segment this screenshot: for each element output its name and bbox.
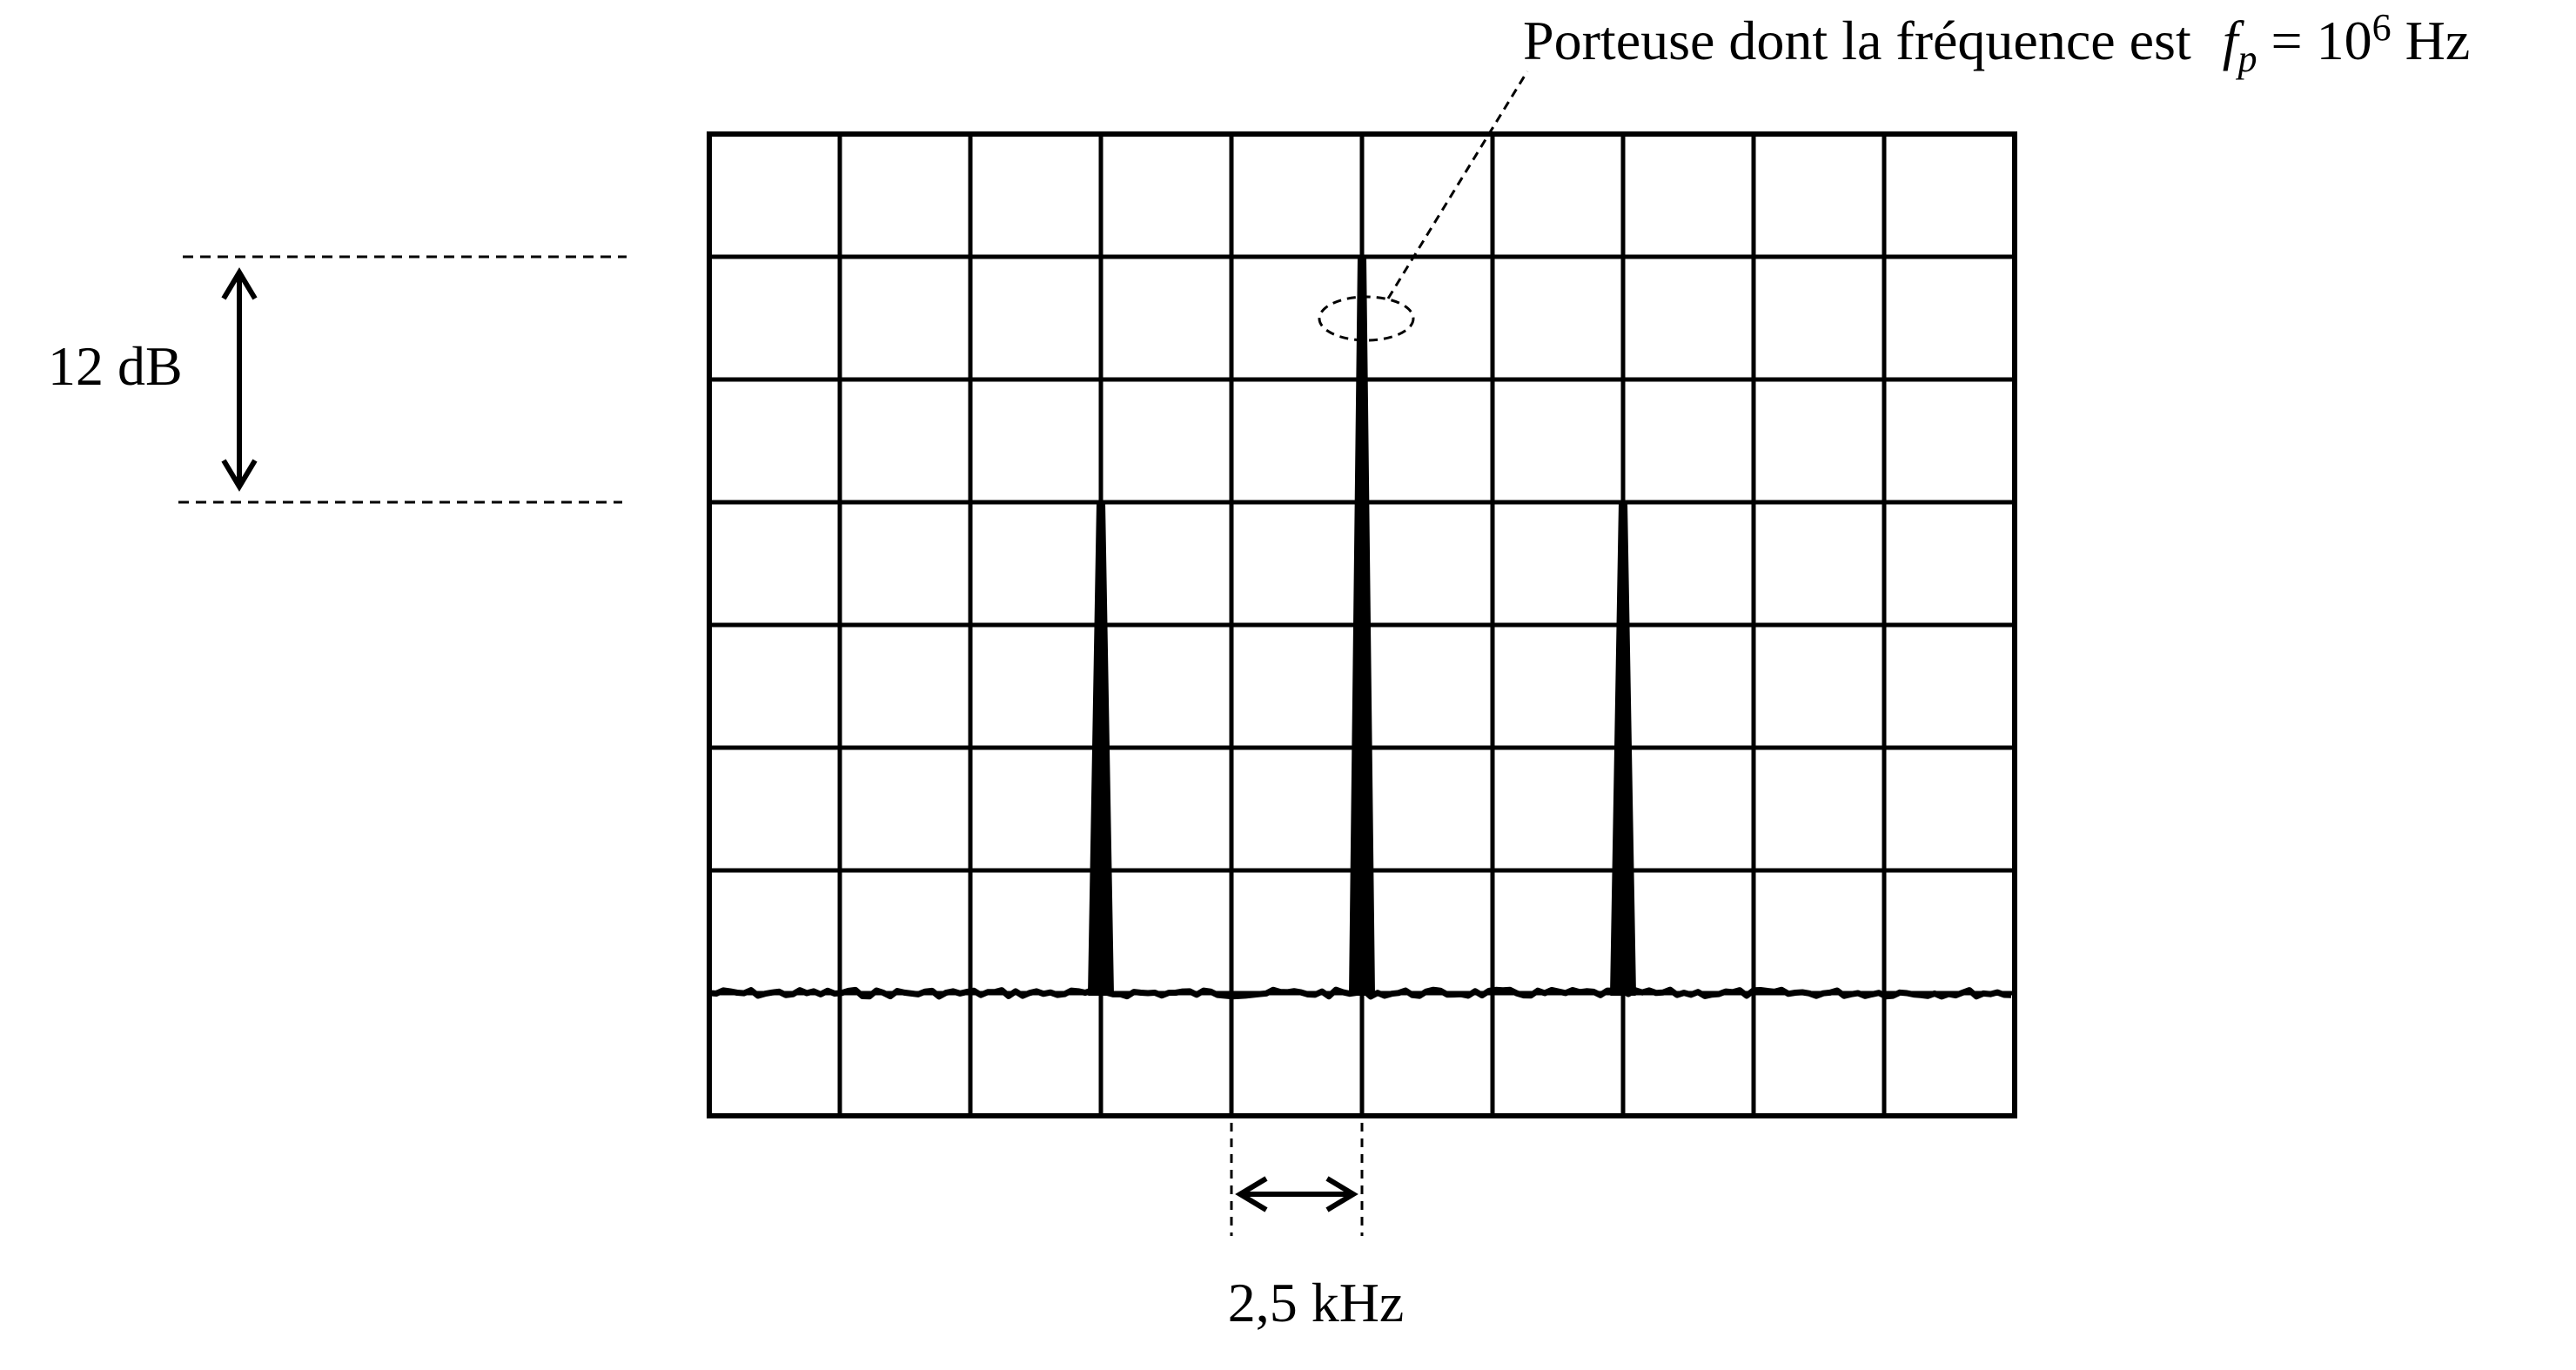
carrier-unit: Hz (2392, 10, 2471, 71)
spectrum-peaks (1088, 256, 1636, 996)
db-arrow-head-top (221, 267, 258, 300)
db-arrow-head-bottom (221, 459, 258, 492)
carrier-label: Porteuse dont la fréquence est fp = 106 … (1523, 6, 2470, 80)
lower-sideband-peak (1088, 501, 1114, 996)
carrier-peak (1349, 256, 1375, 996)
khz-scale-label: 2,5 kHz (1228, 1272, 1405, 1333)
carrier-leader-line (1386, 71, 1529, 299)
carrier-subscript: p (2236, 37, 2257, 80)
db-scale-marker: 12 dB (48, 255, 627, 504)
carrier-exponent: 6 (2372, 6, 2392, 49)
upper-sideband-peak (1610, 501, 1636, 996)
khz-arrow-head-left (1235, 1176, 1268, 1212)
khz-scale-marker: 2,5 kHz (1228, 1123, 1405, 1333)
carrier-annotation: Porteuse dont la fréquence est fp = 106 … (1318, 6, 2470, 342)
khz-arrow-head-right (1325, 1176, 1358, 1212)
carrier-label-text: Porteuse dont la fréquence est (1523, 10, 2205, 71)
carrier-highlight-ellipse (1318, 295, 1415, 342)
db-scale-label: 12 dB (48, 335, 183, 397)
carrier-equals: = 10 (2257, 10, 2372, 71)
